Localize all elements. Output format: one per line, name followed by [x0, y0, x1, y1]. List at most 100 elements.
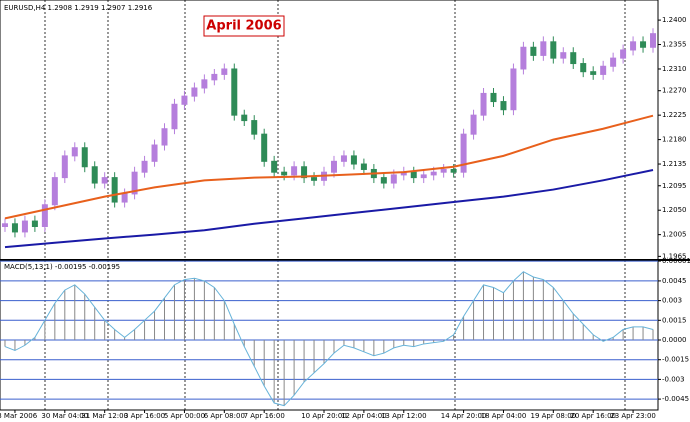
histogram-bar	[403, 340, 405, 346]
histogram-bar	[363, 340, 365, 352]
histogram-bar	[532, 276, 534, 341]
histogram-bar	[582, 324, 584, 341]
x-tick-label: 6 Apr 08:00	[204, 412, 245, 420]
histogram-bar	[353, 340, 355, 348]
histogram-bar	[373, 340, 375, 356]
candle-body	[540, 41, 547, 56]
histogram-bar	[34, 337, 36, 341]
candle-body	[420, 174, 427, 179]
histogram-bar	[642, 326, 644, 341]
histogram-bar	[562, 300, 564, 341]
x-tick-label: 10 Apr 20:00	[301, 412, 347, 420]
candle-body	[181, 95, 188, 105]
candle-body	[231, 68, 238, 116]
histogram-bar	[84, 294, 86, 341]
histogram-bar	[592, 334, 594, 341]
histogram-bar	[622, 329, 624, 341]
candle-body	[21, 220, 28, 233]
candle-body	[141, 160, 148, 173]
y-tick-label: 1.2400	[662, 16, 687, 24]
candle-body	[490, 92, 497, 103]
candle-body	[261, 133, 268, 162]
histogram-bar	[233, 324, 235, 341]
candle-body	[350, 155, 357, 165]
histogram-bar	[572, 313, 574, 341]
candle-body	[191, 87, 198, 97]
y-tick-label: 1.2270	[662, 87, 687, 95]
x-tick-label: 18 Apr 04:00	[481, 412, 527, 420]
histogram-bar	[493, 287, 494, 341]
chart-title: EURUSD,H4 1.2908 1.2919 1.2907 1.2916	[4, 4, 153, 12]
histogram-bar	[44, 320, 46, 341]
y-tick-label: 1.2310	[662, 65, 687, 73]
histogram-bar	[183, 279, 185, 341]
candle-body	[111, 177, 118, 203]
candle-body	[101, 177, 108, 184]
histogram-bar	[602, 340, 604, 342]
candle-body	[600, 65, 607, 75]
x-tick-label: 30 Mar 04:00	[41, 412, 88, 420]
candle-body	[570, 52, 577, 65]
candle-body	[440, 168, 447, 173]
candle-body	[31, 220, 38, 227]
candle-body	[430, 171, 437, 176]
x-tick-label: 23 Apr 23:00	[610, 412, 656, 420]
candle-body	[530, 46, 537, 56]
candle-body	[620, 49, 627, 59]
signal-line	[4, 271, 654, 407]
candle-body	[271, 160, 278, 173]
candle-body	[640, 41, 647, 48]
candle-body	[380, 177, 387, 184]
y-tick-label: -0.0045	[662, 395, 689, 403]
candle-body	[151, 144, 158, 162]
candle-body	[580, 63, 587, 73]
histogram-bar	[632, 326, 634, 341]
candle-body	[61, 155, 68, 179]
annotation-box	[203, 15, 285, 37]
y-tick-label: 1.1965	[662, 252, 687, 260]
candle-body	[510, 68, 517, 111]
histogram-bar	[393, 340, 395, 348]
candle-body	[500, 101, 507, 111]
histogram-bar	[104, 320, 106, 341]
histogram-bar	[134, 329, 136, 341]
x-tick-label: 31 Mar 12:00	[81, 412, 128, 420]
date-separators	[44, 0, 626, 410]
histogram-bar	[303, 340, 305, 383]
candle-body	[241, 114, 248, 122]
candle-body	[330, 160, 337, 173]
x-tick-label: 28 Mar 2006	[0, 412, 38, 420]
macd-title: MACD(5,13,1) -0.00195 -0.00195	[4, 263, 120, 271]
y-tick-label: -0.0015	[662, 356, 689, 364]
histogram-bar	[413, 340, 415, 347]
candle-body	[480, 92, 487, 116]
histogram-bar	[383, 340, 385, 354]
histogram-bar	[173, 284, 175, 341]
histogram-bar	[4, 340, 6, 347]
candle-body	[450, 168, 457, 173]
candle-body	[360, 163, 367, 170]
annotation: April 2006	[206, 19, 281, 34]
x-tick-label: 12 Apr 04:00	[341, 412, 387, 420]
histogram-bar	[652, 329, 654, 341]
histogram-bar	[74, 284, 76, 341]
candle-body	[211, 73, 218, 81]
y-tick-label: 0.0045	[662, 277, 687, 285]
candle-body	[51, 177, 58, 206]
histogram-bar	[154, 311, 156, 341]
histogram-bar	[473, 300, 475, 341]
candle-body	[630, 41, 637, 51]
histogram-bar	[114, 329, 116, 341]
y-tick-label: 1.2095	[662, 182, 687, 190]
plot-frame	[0, 0, 659, 411]
candle-body	[291, 166, 298, 176]
histogram-bar	[263, 340, 265, 386]
moving-average	[4, 114, 654, 220]
histogram-bar	[612, 337, 614, 341]
candle-body	[340, 155, 347, 162]
candle-body	[520, 46, 527, 70]
histogram-bar	[542, 279, 544, 341]
y-tick-label: 0.00601	[662, 257, 690, 265]
